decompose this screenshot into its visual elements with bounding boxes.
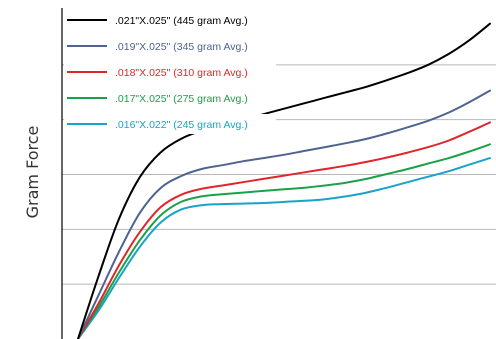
legend-background	[64, 62, 276, 82]
legend: .021"X.025" (445 gram Avg.) .019"X.025" (…	[64, 10, 276, 134]
legend-label: .016"X.022" (245 gram Avg.)	[115, 119, 248, 131]
series-line-3	[77, 121, 491, 339]
series-line-2	[77, 89, 491, 339]
legend-label: .021"X.025" (445 gram Avg.)	[115, 15, 248, 27]
legend-background	[64, 114, 276, 134]
legend-background	[64, 88, 276, 108]
series-line-1	[77, 22, 491, 339]
legend-label: .017"X.025" (275 gram Avg.)	[115, 93, 248, 105]
legend-background	[64, 10, 276, 30]
legend-background	[64, 36, 276, 56]
series-layer	[77, 22, 491, 339]
y-axis-label: Gram Force	[23, 126, 42, 219]
legend-label: .019"X.025" (345 gram Avg.)	[115, 41, 248, 53]
series-line-5	[77, 157, 491, 339]
series-line-4	[77, 143, 491, 339]
legend-label: .018"X.025" (310 gram Avg.)	[115, 67, 248, 79]
